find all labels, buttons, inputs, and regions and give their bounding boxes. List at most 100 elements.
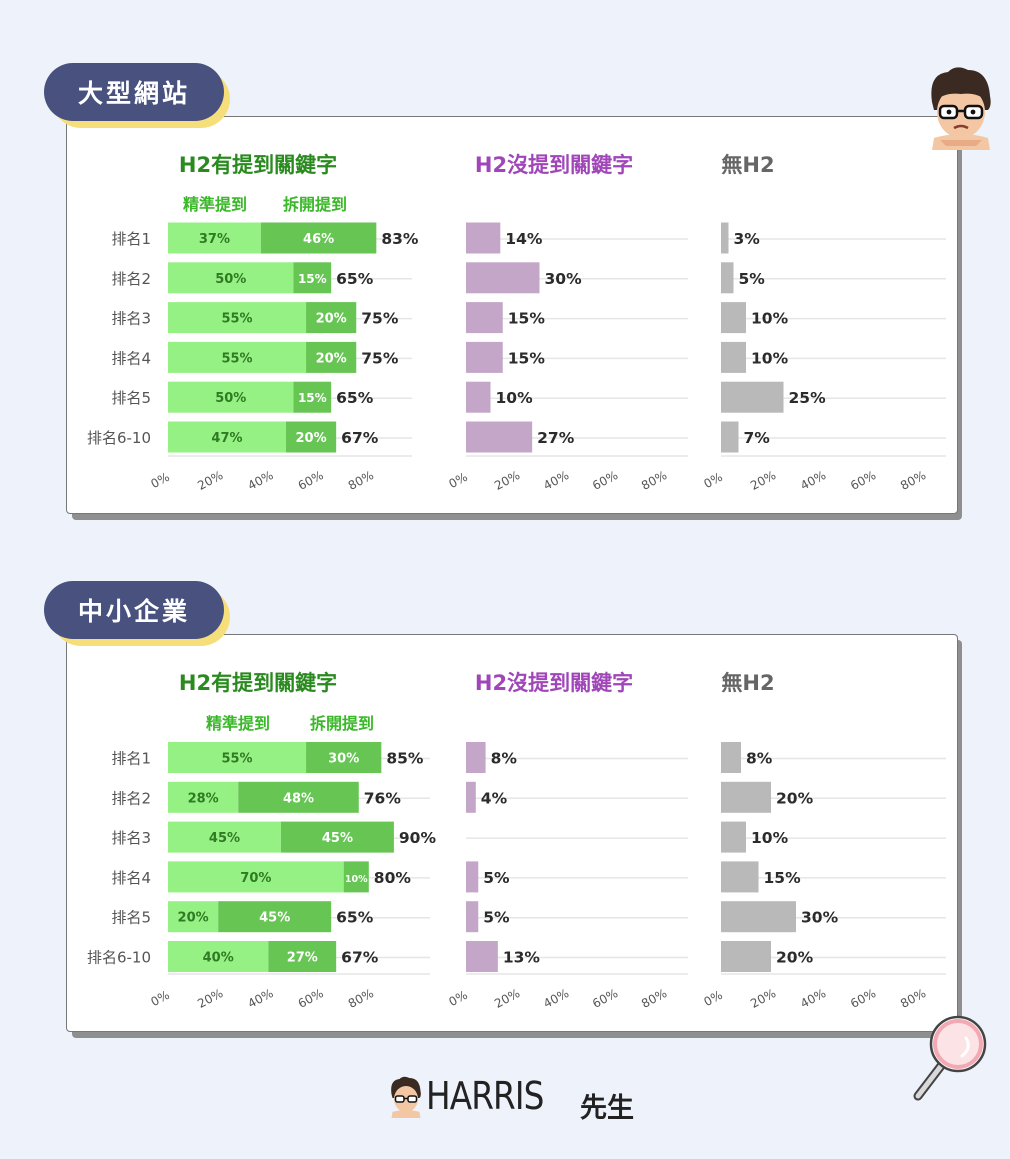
bar-split (218, 901, 332, 933)
bar-no-keyword (466, 341, 503, 373)
value-label: 15% (508, 310, 546, 328)
bar-no-h2 (721, 421, 739, 453)
x-tick-label: 60% (590, 986, 620, 1011)
category-label: 排名6-10 (87, 429, 151, 447)
category-label: 排名2 (111, 270, 151, 288)
bar-no-h2 (721, 381, 784, 413)
bar-no-keyword (466, 781, 476, 813)
bar-no-h2 (721, 341, 746, 373)
x-tick-label: 20% (492, 986, 522, 1011)
data-label: 50% (215, 272, 246, 287)
chart-smb: H2有提到關鍵字 0% 20% 40% 60% 80% 精準提到 拆開提到 55% 30% 85% 2… (87, 671, 946, 1011)
bar-split (268, 941, 337, 972)
data-label: 48% (283, 791, 314, 806)
bar-exact (168, 821, 281, 853)
bar-no-keyword (466, 861, 479, 893)
legend-label: 精準提到 (206, 714, 270, 733)
category-label: 排名1 (111, 230, 151, 248)
bar-exact (168, 421, 286, 453)
category-label: 排名4 (111, 349, 151, 367)
value-label: 8% (491, 750, 518, 768)
data-label: 45% (322, 831, 353, 846)
category-label: 排名2 (111, 789, 151, 807)
footer-avatar-icon (391, 1076, 421, 1118)
total-label: 67% (341, 949, 379, 967)
bar-no-h2 (721, 742, 741, 773)
brand-logo-text: HARRIS (426, 1074, 544, 1118)
bar-exact (168, 901, 219, 933)
bar-split (260, 222, 377, 254)
data-label: 20% (178, 911, 209, 926)
data-label: 70% (240, 871, 271, 886)
panel-title: 無H2 (721, 671, 774, 695)
data-label: 45% (259, 911, 290, 926)
value-label: 10% (751, 829, 789, 847)
total-label: 75% (361, 310, 399, 328)
bar-exact (168, 381, 294, 413)
data-label: 46% (303, 232, 334, 247)
total-label: 65% (336, 270, 374, 288)
bar-split (280, 821, 394, 853)
total-label: 83% (381, 230, 419, 248)
category-label: 排名6-10 (87, 949, 151, 967)
bar-no-h2 (721, 861, 759, 893)
bar-exact (168, 262, 294, 294)
bar-no-keyword (466, 901, 479, 933)
bar-exact (168, 781, 239, 813)
x-tick-label: 20% (748, 986, 778, 1011)
x-tick-label: 0% (446, 988, 469, 1009)
value-label: 13% (503, 949, 541, 967)
data-label: 10% (345, 874, 368, 885)
bar-no-keyword (466, 421, 533, 453)
bar-no-h2 (721, 262, 734, 294)
bar-split (343, 861, 369, 893)
data-label: 20% (316, 312, 347, 327)
category-label: 排名4 (111, 869, 151, 887)
x-tick-label: 60% (296, 986, 326, 1011)
section-tag-smb: 中小企業 (44, 581, 224, 639)
x-tick-label: 80% (898, 986, 928, 1011)
bar-no-h2 (721, 302, 746, 334)
value-label: 30% (801, 909, 839, 927)
value-label: 10% (496, 389, 534, 407)
x-tick-label: 20% (195, 986, 225, 1011)
bar-no-keyword (466, 941, 498, 972)
panel-title: H2有提到關鍵字 (179, 671, 337, 695)
value-label: 10% (751, 349, 789, 367)
total-label: 75% (361, 349, 399, 367)
value-label: 27% (537, 429, 575, 447)
value-label: 7% (744, 429, 771, 447)
data-label: 37% (199, 232, 230, 247)
brand-logo-suffix: 先生 (580, 1093, 634, 1124)
value-label: 15% (764, 869, 802, 887)
bar-exact (168, 941, 269, 972)
bar-no-keyword (466, 262, 540, 294)
value-label: 5% (483, 909, 510, 927)
x-tick-label: 60% (848, 986, 878, 1011)
bar-no-h2 (721, 941, 771, 972)
bar-no-keyword (466, 742, 486, 773)
data-label: 30% (328, 752, 359, 767)
value-label: 3% (734, 230, 761, 248)
section-tag-large-sites: 大型網站 (44, 63, 224, 121)
bar-split (293, 381, 332, 413)
data-label: 45% (209, 831, 240, 846)
bar-no-h2 (721, 222, 729, 254)
x-tick-label: 0% (148, 988, 171, 1009)
data-label: 40% (203, 951, 234, 966)
bar-split (285, 421, 337, 453)
data-label: 28% (188, 791, 219, 806)
x-tick-label: 80% (639, 986, 669, 1011)
data-label: 20% (296, 431, 327, 446)
total-label: 76% (364, 789, 402, 807)
panel-title: H2沒提到關鍵字 (475, 671, 633, 695)
value-label: 14% (505, 230, 543, 248)
bar-split (306, 341, 357, 373)
legend-label: 精準提到 (183, 195, 247, 214)
value-label: 20% (776, 789, 814, 807)
category-label: 排名3 (111, 829, 151, 847)
panel-title: H2有提到關鍵字 (179, 153, 337, 177)
panel-title: H2沒提到關鍵字 (475, 153, 633, 177)
bar-exact (168, 302, 307, 334)
